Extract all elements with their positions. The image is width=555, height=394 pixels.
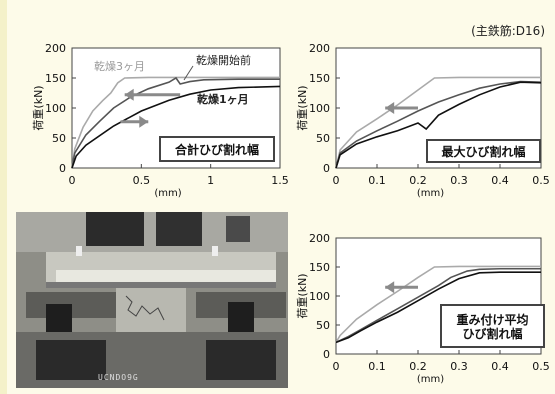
trend-arrow-head xyxy=(385,102,395,114)
x-axis-label: (mm) xyxy=(154,188,181,199)
y-tick-label: 150 xyxy=(45,72,66,85)
series-label: 乾燥1ヶ月 xyxy=(197,92,249,106)
series-line xyxy=(335,76,541,169)
y-tick-label: 0 xyxy=(59,162,66,175)
y-tick-label: 0 xyxy=(323,162,330,175)
series-line xyxy=(335,80,542,169)
chart-title: ひび割れ幅 xyxy=(462,326,522,341)
chart-title-box xyxy=(440,304,545,348)
series-line xyxy=(71,76,280,169)
x-tick-label: 0.4 xyxy=(491,360,509,373)
y-tick-label: 100 xyxy=(309,102,330,115)
specimen-photo-illustration xyxy=(16,212,288,388)
x-tick-label: 0.4 xyxy=(491,174,509,187)
x-tick-label: 0.3 xyxy=(450,174,468,187)
y-axis-label: 荷重(kN) xyxy=(295,273,309,318)
trend-arrow-head xyxy=(124,88,134,101)
x-tick-label: 0 xyxy=(333,360,340,373)
x-tick-label: 0 xyxy=(333,174,340,187)
series-label: 乾燥3ヶ月 xyxy=(94,60,145,73)
chart-title-box xyxy=(426,139,541,163)
y-axis-label: 荷重(kN) xyxy=(295,85,309,130)
series-line xyxy=(335,81,542,169)
series-line xyxy=(335,265,541,343)
y-tick-label: 50 xyxy=(316,132,330,145)
x-tick-label: 0.1 xyxy=(368,360,386,373)
chart-title: 重み付け平均 xyxy=(456,312,528,327)
chart-title: 合計ひび割れ幅 xyxy=(175,142,259,157)
x-axis-label: (mm) xyxy=(417,188,444,199)
x-tick-label: 0.5 xyxy=(532,360,550,373)
series-line xyxy=(71,85,281,169)
chart-title: 最大ひび割れ幅 xyxy=(441,144,525,159)
y-tick-label: 150 xyxy=(309,261,330,274)
y-tick-label: 150 xyxy=(309,72,330,85)
x-tick-label: 1.5 xyxy=(271,174,289,187)
y-tick-label: 50 xyxy=(316,319,330,332)
x-tick-label: 0.1 xyxy=(368,174,386,187)
x-tick-label: 0.5 xyxy=(532,174,550,187)
y-tick-label: 200 xyxy=(45,42,66,55)
x-tick-label: 0.2 xyxy=(409,360,427,373)
x-axis-label: (mm) xyxy=(417,374,444,385)
x-tick-label: 0.2 xyxy=(409,174,427,187)
y-axis-label: 荷重(kN) xyxy=(31,85,45,130)
y-tick-label: 200 xyxy=(309,42,330,55)
series-line xyxy=(335,271,541,344)
y-tick-label: 100 xyxy=(309,290,330,303)
y-tick-label: 50 xyxy=(52,132,66,145)
x-tick-label: 0 xyxy=(69,174,76,187)
series-line xyxy=(71,76,280,169)
chart-title-box xyxy=(159,136,275,162)
specimen-photo: UCNDO9G xyxy=(16,212,288,388)
series-line xyxy=(335,267,541,344)
rebar-note: (主鉄筋:D16) xyxy=(471,24,545,38)
photo-caption: UCNDO9G xyxy=(98,373,139,382)
x-tick-label: 0.5 xyxy=(133,174,151,187)
y-tick-label: 0 xyxy=(323,348,330,361)
series-label: 乾燥開始前 xyxy=(196,53,251,67)
trend-arrow-head xyxy=(139,115,149,128)
y-tick-label: 200 xyxy=(309,232,330,245)
left-margin-strip xyxy=(0,0,7,394)
x-tick-label: 1 xyxy=(207,174,214,187)
series-label-leader xyxy=(183,65,194,81)
trend-arrow-head xyxy=(385,281,395,294)
x-tick-label: 0.3 xyxy=(450,360,468,373)
y-tick-label: 100 xyxy=(45,102,66,115)
